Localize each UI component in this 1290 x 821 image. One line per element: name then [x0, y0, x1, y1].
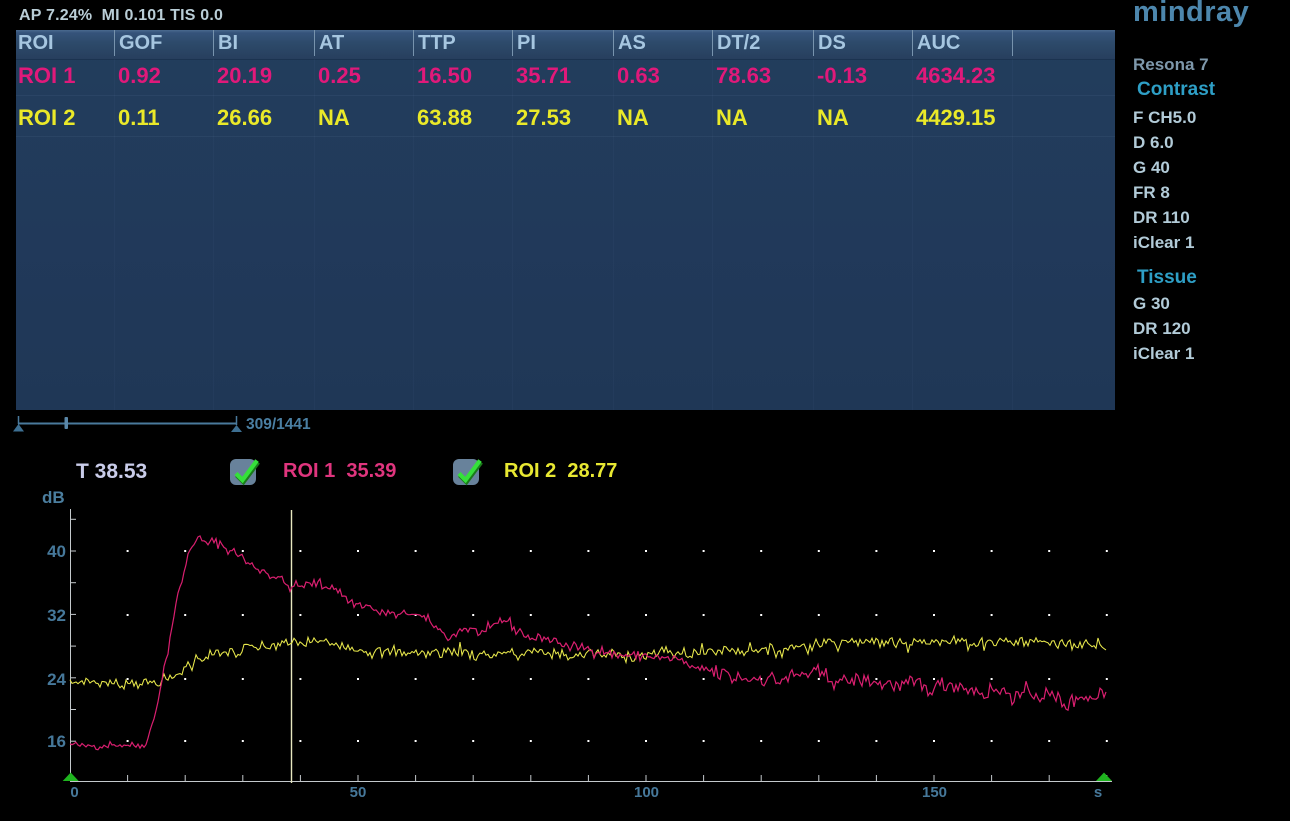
svg-text:0: 0 — [70, 784, 78, 801]
svg-text:50: 50 — [350, 784, 367, 801]
svg-text:40: 40 — [47, 542, 66, 561]
svg-text:dB: dB — [42, 488, 65, 507]
svg-text:16: 16 — [47, 732, 66, 751]
svg-text:309/1441: 309/1441 — [246, 416, 311, 433]
svg-text:24: 24 — [47, 670, 66, 689]
svg-text:100: 100 — [634, 784, 659, 801]
svg-text:32: 32 — [47, 606, 66, 625]
svg-text:s: s — [1094, 784, 1102, 801]
svg-text:150: 150 — [922, 784, 947, 801]
